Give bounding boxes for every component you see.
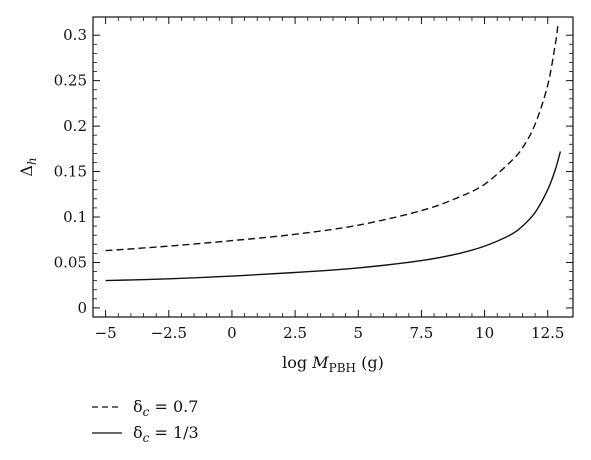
- series-group: [105, 26, 562, 282]
- x-tick-label: −2.5: [151, 324, 187, 342]
- y-tick-label: 0.1: [63, 208, 87, 226]
- y-axis-label-var: Δ: [17, 165, 36, 177]
- x-tick-label: 5: [353, 324, 363, 342]
- x-tick-label: 10: [475, 324, 494, 342]
- y-tick-label: 0.05: [54, 253, 87, 271]
- x-tick-label: 2.5: [283, 324, 307, 342]
- x-tick-label: 12.5: [531, 324, 564, 342]
- legend: δc = 0.7 δc = 1/3: [92, 397, 199, 445]
- legend-label-solid: δc = 1/3: [133, 423, 199, 445]
- x-axis-ticks: −5 −2.5 0 2.5 5 7.5 10 12.5: [95, 17, 564, 342]
- y-axis-label-sub: h: [25, 157, 39, 165]
- series-line-delta-1-3: [105, 151, 562, 282]
- x-axis-label: log MPBH (g): [282, 353, 384, 375]
- x-tick-label: 7.5: [409, 324, 433, 342]
- y-axis-ticks: 0 0.05 0.1 0.15 0.2 0.25 0.3: [54, 26, 573, 317]
- series-line-delta-0.7: [105, 26, 559, 252]
- x-axis-label-suffix: (g): [356, 353, 384, 372]
- x-axis-label-sub: PBH: [329, 361, 356, 375]
- legend-label-dashed: δc = 0.7: [133, 397, 198, 419]
- y-tick-label: 0.2: [63, 117, 87, 135]
- x-tick-label: −5: [95, 324, 117, 342]
- x-tick-label: 0: [227, 324, 237, 342]
- y-tick-label: 0.25: [54, 72, 87, 90]
- plot-frame: [92, 16, 574, 318]
- y-axis-label: Δh: [17, 157, 39, 176]
- y-tick-label: 0.3: [63, 26, 87, 44]
- x-axis-label-var: M: [311, 353, 329, 372]
- x-axis-label-prefix: log: [282, 353, 312, 372]
- y-tick-label: 0: [77, 299, 87, 317]
- y-tick-label: 0.15: [54, 163, 87, 181]
